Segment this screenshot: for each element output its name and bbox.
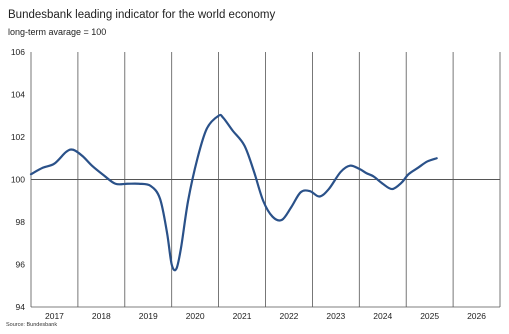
y-tick-label: 100 [11,175,25,185]
x-tick-label: 2026 [467,311,486,321]
x-tick-label: 2022 [279,311,298,321]
x-tick-label: 2020 [186,311,205,321]
y-tick-label: 96 [16,260,26,270]
indicator-series-line [29,113,438,272]
chart-subtitle: long-term avarage = 100 [8,27,107,37]
y-tick-label: 94 [16,302,26,312]
x-tick-label: 2017 [45,311,64,321]
x-tick-label: 2021 [233,311,252,321]
y-tick-label: 106 [11,47,25,57]
x-tick-label: 2024 [373,311,392,321]
y-tick-label: 104 [11,90,25,100]
source-note: Source: Bundesbank [6,322,58,328]
x-tick-label: 2023 [326,311,345,321]
x-tick-label: 2018 [92,311,111,321]
x-tick-label: 2025 [420,311,439,321]
y-tick-label: 98 [16,217,26,227]
chart-title: Bundesbank leading indicator for the wor… [8,9,276,21]
y-tick-label: 102 [11,132,25,142]
x-tick-label: 2019 [139,311,158,321]
